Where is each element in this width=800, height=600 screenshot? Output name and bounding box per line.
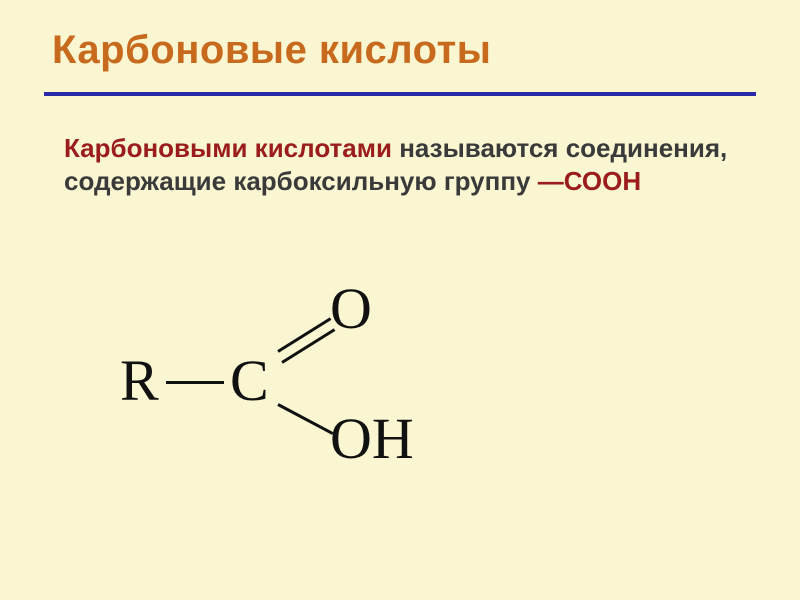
definition-emph-2: —СООН	[538, 166, 641, 196]
definition-text: Карбоновыми кислотами называются соедине…	[64, 132, 740, 199]
atom-O: O	[330, 275, 372, 342]
atom-OH: OH	[330, 405, 414, 472]
atom-R: R	[120, 347, 159, 414]
chemical-structure: R C O OH	[120, 275, 540, 495]
title-underline	[44, 92, 756, 96]
atom-C: C	[230, 347, 269, 414]
bond-R-C	[166, 381, 224, 384]
page-title: Карбоновые кислоты	[52, 28, 491, 73]
definition-emph-1: Карбоновыми кислотами	[64, 133, 392, 163]
bond-C-OH	[277, 403, 333, 435]
